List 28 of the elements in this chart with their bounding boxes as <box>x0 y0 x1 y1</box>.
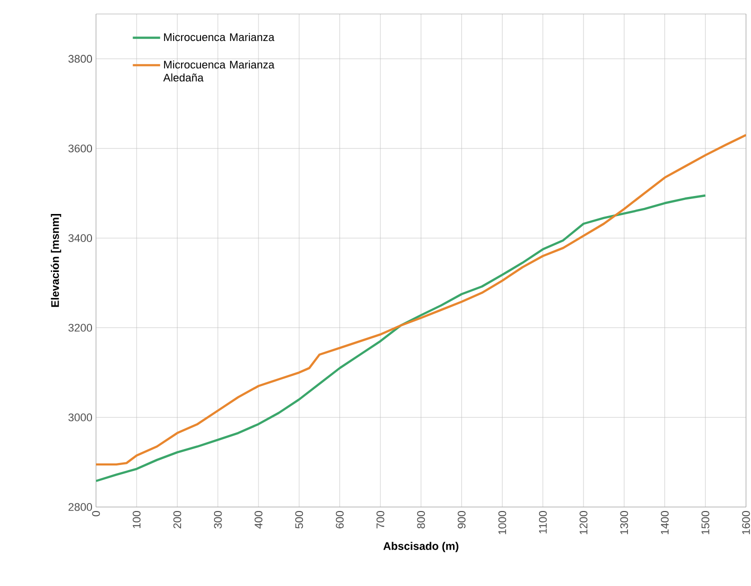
x-tick-label: 900 <box>458 510 466 528</box>
x-tick-label: 0 <box>92 510 100 516</box>
x-tick-label: 100 <box>132 510 141 528</box>
x-tick-label: 400 <box>254 510 262 529</box>
y-tick-label: 3200 <box>68 324 92 332</box>
x-tick-label: 200 <box>173 510 182 528</box>
x-axis-title: Abscisado (m) <box>383 542 458 552</box>
x-tick-label: 1100 <box>539 510 547 534</box>
x-tick-label: 1300 <box>620 510 628 534</box>
x-tick-label: 700 <box>376 510 384 528</box>
x-tick-label: 1600 <box>742 510 750 534</box>
x-tick-label: 800 <box>417 510 425 528</box>
y-tick-label: 3800 <box>68 54 92 63</box>
x-tick-label: 600 <box>336 510 344 528</box>
x-tick-label: 1500 <box>702 510 710 534</box>
x-tick-label: 1200 <box>580 510 588 534</box>
x-tick-label: 1400 <box>660 510 669 534</box>
x-tick-label: 300 <box>214 510 222 528</box>
y-axis-title: Elevación [msnm] <box>50 214 62 307</box>
y-tick-label: 2800 <box>68 503 92 511</box>
x-tick-label: 500 <box>295 510 304 528</box>
y-tick-label: 3000 <box>68 413 92 422</box>
x-tick-label: 1000 <box>498 510 506 534</box>
legend-label: Microcuenca Marianza Aledaña <box>163 60 274 82</box>
y-tick-label: 3600 <box>68 144 92 152</box>
legend-label: Microcuenca Marianza <box>164 32 274 42</box>
line-series <box>96 134 746 466</box>
y-tick-label: 3400 <box>68 234 92 242</box>
